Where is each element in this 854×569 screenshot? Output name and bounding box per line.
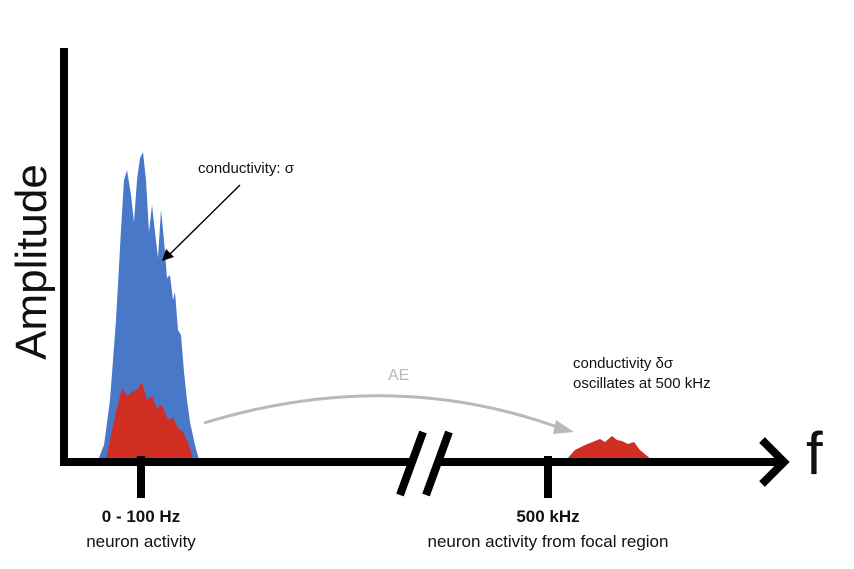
high-band-tick-title: 500 kHz: [516, 507, 580, 526]
low-band-tick-subtitle: neuron activity: [86, 532, 196, 551]
ae-arrow-label: AE: [388, 367, 410, 384]
x-axis-label: f: [806, 420, 823, 487]
axis-break-mark-1: [396, 430, 427, 497]
ae-arrow-curve: [203, 394, 561, 430]
high-band-conductivity-label-line1: conductivity δσ: [573, 355, 674, 372]
low-band-conductivity-label: conductivity: σ: [198, 160, 294, 177]
high-band-tick-subtitle: neuron activity from focal region: [427, 532, 669, 551]
conductivity-pointer-line: [167, 184, 241, 257]
low-band-red-spectrum: [106, 382, 193, 460]
conductivity-pointer-head: [162, 249, 174, 261]
low-band-tick-title: 0 - 100 Hz: [101, 507, 181, 526]
high-band-red-spectrum: [566, 436, 652, 460]
y-axis-label: Amplitude: [7, 164, 56, 360]
x-axis-arrowhead: [759, 437, 790, 487]
low-band-blue-spectrum: [98, 152, 199, 460]
high-band-conductivity-label-line2: oscillates at 500 kHz: [573, 375, 711, 392]
ae-arrow-head: [553, 420, 574, 434]
axis-break-mark-2: [422, 430, 453, 497]
